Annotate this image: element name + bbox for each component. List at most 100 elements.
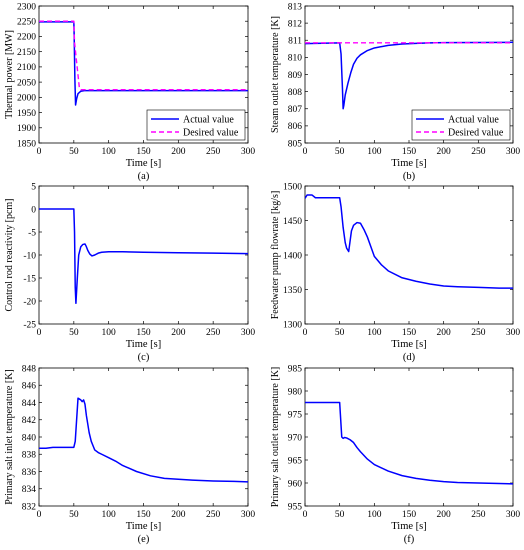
- x-tick-label: 150: [136, 328, 151, 338]
- y-tick-label: 1400: [283, 251, 302, 261]
- y-tick-label: 2000: [17, 94, 36, 104]
- y-axis-label: Primary salt outlet temperature [K]: [270, 367, 281, 508]
- panel-label: (d): [403, 352, 416, 363]
- x-tick-label: 250: [206, 147, 221, 157]
- x-tick-label: 150: [136, 510, 151, 520]
- y-tick-label: 840: [22, 433, 37, 443]
- x-tick-label: 200: [171, 328, 186, 338]
- series-line-response: [305, 401, 513, 485]
- y-tick-label: 2100: [17, 63, 36, 73]
- x-axis-label: Time [s]: [126, 521, 162, 532]
- x-tick-label: 150: [402, 147, 417, 157]
- y-tick-label: 975: [288, 410, 303, 420]
- y-tick-label: 1450: [283, 217, 302, 227]
- x-tick-label: 0: [303, 328, 308, 338]
- series-line-response: [39, 397, 248, 483]
- y-tick-label: 955: [288, 502, 303, 512]
- y-axis-label: Feedwater pump flowrate [kg/s]: [270, 191, 281, 320]
- x-tick-label: 100: [367, 328, 382, 338]
- chart-panel-5: 0 50 100 150 200 250 300 832 834 836 838 840 842 844 8…: [4, 364, 255, 545]
- x-axis-label: Time [s]: [391, 339, 427, 350]
- x-tick-label: 250: [471, 328, 486, 338]
- legend-label: Desired value: [448, 128, 504, 139]
- panel-label: (f): [404, 534, 415, 545]
- y-tick-label: 836: [22, 468, 37, 478]
- y-tick-label: 2050: [17, 78, 36, 88]
- x-tick-label: 300: [506, 328, 521, 338]
- y-tick-label: 812: [288, 19, 303, 29]
- y-tick-label: -15: [23, 274, 36, 284]
- x-axis-label: Time [s]: [391, 158, 427, 169]
- x-tick-label: 300: [241, 147, 256, 157]
- x-tick-label: 0: [37, 328, 42, 338]
- legend-label: Desired value: [183, 128, 239, 139]
- y-tick-label: 2250: [17, 18, 36, 28]
- y-tick-label: 1900: [17, 124, 36, 134]
- y-tick-label: 809: [288, 71, 303, 81]
- x-tick-label: 50: [69, 510, 79, 520]
- plot-frame: [304, 367, 514, 507]
- legend-label: Actual value: [448, 115, 499, 126]
- y-tick-label: 960: [288, 479, 303, 489]
- y-tick-label: 1850: [17, 139, 36, 149]
- y-axis-label: Steam outlet temperature [K]: [270, 16, 281, 133]
- y-tick-label: 1500: [283, 182, 302, 192]
- y-tick-label: 965: [288, 456, 303, 466]
- series-line-response: [305, 194, 513, 289]
- y-tick-label: 813: [288, 2, 303, 12]
- x-axis-label: Time [s]: [126, 339, 162, 350]
- x-tick-label: 250: [206, 328, 221, 338]
- plot-frame: [38, 367, 249, 507]
- y-tick-label: 2300: [17, 2, 36, 12]
- legend-box: [411, 109, 511, 141]
- x-tick-label: 50: [335, 147, 345, 157]
- y-tick-label: 808: [288, 88, 303, 98]
- legend: Actual value Desired value: [146, 109, 246, 141]
- x-tick-label: 50: [335, 328, 345, 338]
- panel-label: (b): [403, 171, 416, 182]
- y-tick-label: -5: [28, 228, 36, 238]
- x-tick-label: 200: [437, 510, 452, 520]
- legend-label: Actual value: [183, 115, 234, 126]
- x-tick-label: 200: [437, 147, 452, 157]
- y-tick-label: 848: [22, 364, 37, 374]
- x-tick-label: 0: [37, 510, 42, 520]
- y-tick-label: 5: [31, 182, 36, 192]
- chart-panel-2: 0 50 100 150 200 250 300 805 806 807 808 809 810 811 8…: [270, 2, 520, 182]
- y-tick-label: 2150: [17, 48, 36, 58]
- x-tick-label: 300: [506, 147, 521, 157]
- x-tick-label: 100: [102, 510, 117, 520]
- y-tick-label: 811: [288, 37, 302, 47]
- series-line-response: [39, 208, 248, 305]
- y-tick-label: 844: [22, 399, 37, 409]
- x-tick-label: 150: [402, 510, 417, 520]
- x-axis-label: Time [s]: [126, 158, 162, 169]
- series-line-desired-value: [39, 20, 248, 91]
- y-axis-label: Control rod reactivity [pcm]: [4, 198, 15, 311]
- chart-panel-1: 0 50 100 150 200 250 300 1850 1900 1950 2000 2050 21…: [4, 2, 255, 182]
- x-tick-label: 300: [241, 510, 256, 520]
- x-tick-label: 250: [471, 510, 486, 520]
- panel-label: (a): [138, 171, 150, 182]
- y-tick-label: 985: [288, 364, 303, 374]
- y-tick-label: 1300: [283, 320, 302, 330]
- x-tick-label: 150: [136, 147, 151, 157]
- y-tick-label: 846: [22, 382, 37, 392]
- y-tick-label: 806: [288, 122, 303, 132]
- x-tick-label: 50: [69, 328, 79, 338]
- x-tick-label: 50: [69, 147, 79, 157]
- x-tick-label: 200: [437, 328, 452, 338]
- chart-panel-4: 0 50 100 150 200 250 300 1300 1350 1400 1450 1500 Ti…: [270, 182, 520, 363]
- y-tick-label: 980: [288, 387, 303, 397]
- legend-box: [146, 109, 246, 141]
- y-tick-label: -25: [23, 320, 36, 330]
- x-tick-label: 300: [241, 328, 256, 338]
- chart-panel-3: 0 50 100 150 200 250 300 -25 -20 -15 -10 -5 0 5 Time […: [4, 182, 255, 363]
- y-tick-label: 970: [288, 433, 303, 443]
- plot-frame: [38, 185, 249, 325]
- x-tick-label: 100: [102, 328, 117, 338]
- y-tick-label: -10: [23, 251, 36, 261]
- plot-frame: [304, 185, 514, 325]
- y-tick-label: 834: [22, 485, 37, 495]
- x-tick-label: 0: [303, 510, 308, 520]
